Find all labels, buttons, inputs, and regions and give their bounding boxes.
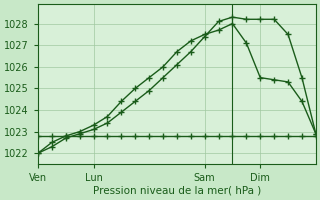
- X-axis label: Pression niveau de la mer( hPa ): Pression niveau de la mer( hPa ): [93, 186, 261, 196]
